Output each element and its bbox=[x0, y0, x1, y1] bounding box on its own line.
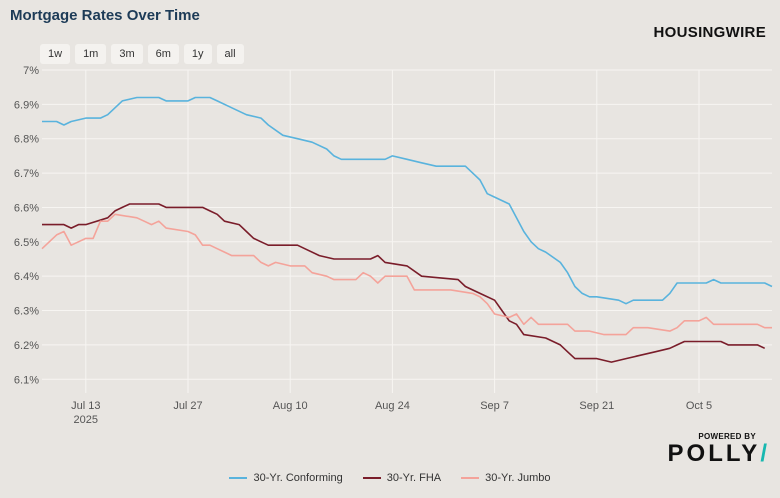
y-tick-label: 6.8% bbox=[14, 134, 39, 146]
y-tick-label: 6.3% bbox=[14, 306, 39, 318]
powered-by-label: POWERED BY bbox=[698, 432, 756, 441]
range-button-1m[interactable]: 1m bbox=[75, 44, 107, 64]
x-tick-label: Sep 21 bbox=[579, 400, 614, 412]
y-tick-label: 6.9% bbox=[14, 99, 39, 111]
legend-swatch bbox=[229, 477, 248, 479]
x-tick-label: Oct 5 bbox=[686, 400, 712, 412]
y-tick-label: 6.2% bbox=[14, 340, 39, 352]
x-tick-label: Jul 27 bbox=[173, 400, 202, 412]
y-tick-label: 6.1% bbox=[14, 374, 39, 386]
legend-label: 30-Yr. FHA bbox=[386, 472, 442, 484]
y-tick-label: 7% bbox=[23, 65, 39, 77]
series-line-30-yr-fha bbox=[42, 203, 766, 363]
range-button-3m[interactable]: 3m bbox=[111, 44, 143, 64]
x-year-label: 2025 bbox=[74, 414, 98, 426]
housingwire-logo[interactable]: HOUSINGWIRE bbox=[653, 24, 766, 41]
chart-legend: 30-Yr. Conforming 30-Yr. FHA 30-Yr. Jumbo bbox=[0, 472, 780, 484]
range-button-1y[interactable]: 1y bbox=[183, 44, 212, 64]
legend-label: 30-Yr. Jumbo bbox=[485, 472, 551, 484]
polly-logo[interactable]: POLLY/ bbox=[668, 440, 770, 468]
y-tick-label: 6.4% bbox=[14, 271, 39, 283]
range-button-6m[interactable]: 6m bbox=[147, 44, 179, 64]
x-tick-label: Aug 10 bbox=[273, 400, 308, 412]
legend-label: 30-Yr. Conforming bbox=[253, 472, 343, 484]
range-selector: 1w 1m 3m 6m 1y all bbox=[40, 44, 244, 64]
y-tick-label: 6.7% bbox=[14, 168, 39, 180]
series-line-30-yr-conforming bbox=[42, 96, 773, 305]
polly-wordmark: POLLY bbox=[667, 440, 761, 467]
range-button-1w[interactable]: 1w bbox=[40, 44, 71, 64]
polly-slash-icon: / bbox=[760, 440, 770, 467]
y-tick-label: 6.6% bbox=[14, 202, 39, 214]
x-tick-label: Aug 24 bbox=[375, 400, 410, 412]
page-title: Mortgage Rates Over Time bbox=[10, 7, 200, 24]
legend-item[interactable]: 30-Yr. FHA bbox=[362, 472, 442, 484]
y-tick-label: 6.5% bbox=[14, 237, 39, 249]
x-tick-label: Jul 13 bbox=[71, 400, 100, 412]
legend-swatch bbox=[461, 477, 480, 479]
x-tick-label: Sep 7 bbox=[480, 400, 509, 412]
series-line-30-yr-jumbo bbox=[41, 213, 772, 336]
legend-swatch bbox=[362, 477, 381, 479]
legend-item[interactable]: 30-Yr. Jumbo bbox=[461, 472, 551, 484]
legend-item[interactable]: 30-Yr. Conforming bbox=[229, 472, 343, 484]
range-button-all[interactable]: all bbox=[216, 44, 244, 64]
